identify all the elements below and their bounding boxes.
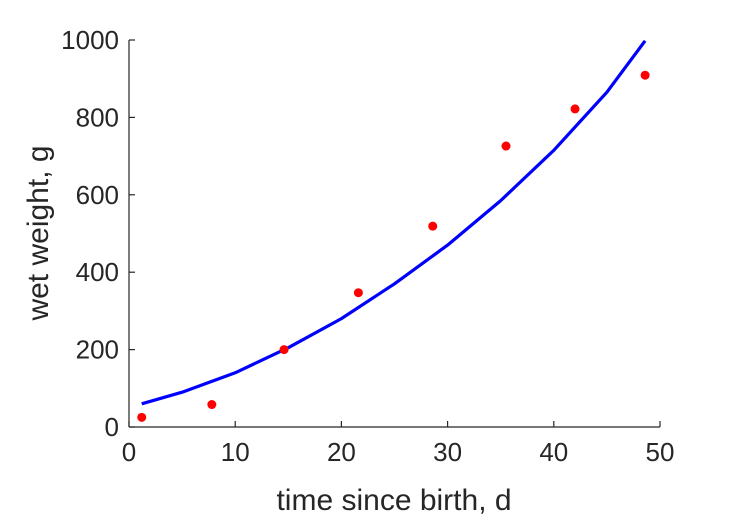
y-tick-label: 800: [76, 102, 119, 132]
data-point: [207, 400, 217, 410]
y-axis-label: wet weight, g: [22, 145, 55, 321]
y-tick-label: 200: [76, 335, 119, 365]
y-tick-label: 600: [76, 180, 119, 210]
fitted-curve: [141, 39, 647, 406]
data-point: [353, 288, 363, 298]
y-tick-label: 0: [105, 412, 119, 442]
x-tick-label: 0: [122, 437, 136, 467]
data-point: [501, 141, 511, 151]
x-tick-label: 10: [221, 437, 250, 467]
data-point: [137, 412, 147, 422]
ticks: 0 10 20 30 40 50 0 200 400 600 800 1000: [61, 25, 674, 467]
data-point: [640, 70, 650, 80]
x-axis-label: time since birth, d: [276, 484, 511, 517]
data-point: [428, 221, 438, 231]
y-tick-label: 400: [76, 257, 119, 287]
x-tick-label: 30: [433, 437, 462, 467]
fitted-curve-series: [141, 39, 647, 406]
y-tick-label: 1000: [61, 25, 119, 55]
x-tick-label: 50: [646, 437, 675, 467]
x-tick-label: 40: [539, 437, 568, 467]
data-points-series: [137, 70, 650, 422]
x-tick-label: 20: [327, 437, 356, 467]
data-point: [570, 104, 580, 114]
axes: [128, 40, 660, 428]
data-point: [279, 345, 289, 355]
